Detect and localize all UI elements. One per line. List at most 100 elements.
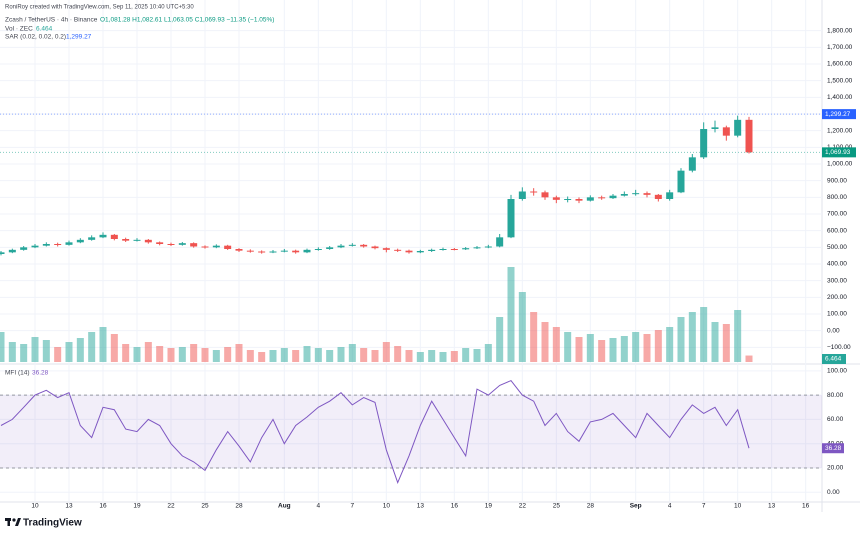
candle-body (122, 239, 130, 241)
y-tick-label: 1,600.00 (827, 61, 853, 68)
candle-body (496, 237, 504, 247)
volume-bar (734, 310, 742, 362)
volume-bar (722, 324, 730, 362)
volume-bar (530, 312, 538, 362)
mfi-band (0, 395, 822, 468)
candle-body (428, 249, 436, 251)
plot (0, 115, 753, 484)
candle-body (167, 244, 175, 245)
x-tick-label: 10 (383, 503, 391, 510)
candle-body (530, 191, 538, 193)
volume-bar (246, 350, 254, 362)
price-tag (822, 109, 856, 120)
x-tick-label: 25 (201, 503, 209, 510)
volume-bar (258, 352, 266, 362)
candle-body (405, 250, 413, 253)
y-tick-label: 1,400.00 (827, 94, 853, 101)
candle-body (110, 234, 118, 239)
y-tick-label: 1,000.00 (827, 161, 853, 168)
volume-bar (178, 347, 186, 362)
x-tick-label: 22 (167, 503, 175, 510)
volume-bar (416, 352, 424, 362)
price-tag (822, 147, 856, 158)
volume-bar (371, 350, 379, 362)
volume-bar (632, 332, 640, 362)
candle-body (326, 247, 334, 249)
volume-bar (348, 344, 356, 362)
volume-bar (552, 327, 560, 362)
x-tick-label: 25 (553, 503, 561, 510)
volume-bar (144, 342, 152, 362)
y-tick-label: 20.00 (827, 465, 844, 472)
y-tick-label: 400.00 (827, 261, 847, 268)
volume-bar (76, 338, 84, 362)
y-tick-label: 0.00 (827, 489, 840, 496)
x-tick-label: Sep (630, 503, 642, 510)
y-tick-label: 600.00 (827, 227, 847, 234)
x-tick-label: 28 (235, 503, 243, 510)
candle-body (144, 239, 152, 243)
candle-body (518, 191, 526, 199)
volume-bar (564, 332, 572, 362)
candle-body (507, 199, 515, 238)
y-tick-label: 1,700.00 (827, 44, 853, 51)
y-tick-label: 1,500.00 (827, 77, 853, 84)
volume-bar (507, 267, 515, 362)
candle-body (575, 199, 583, 201)
candle-body (598, 197, 606, 199)
x-tick-label: 28 (587, 503, 595, 510)
candle-body (734, 119, 742, 136)
candle-body (235, 249, 243, 251)
candle-body (190, 243, 198, 247)
candle-body (745, 119, 753, 153)
candle-body (280, 250, 288, 252)
candle-body (258, 251, 266, 253)
candle-body (201, 246, 209, 248)
x-tick-label: 16 (802, 503, 810, 510)
mfi-line (0, 379, 750, 484)
candle-body (314, 249, 322, 250)
x-tick-label: Aug (278, 503, 291, 510)
volume-bar (54, 347, 62, 362)
y-tick-label: −100.00 (827, 344, 851, 351)
candle-body (677, 170, 685, 193)
x-tick-label: 13 (768, 503, 776, 510)
volume-bar (575, 337, 583, 362)
candle-body (54, 244, 62, 245)
volume-bar (224, 347, 232, 362)
candle-body (564, 199, 572, 200)
volume-bar (462, 348, 470, 362)
candle-body (416, 251, 424, 253)
candle-body (654, 194, 662, 199)
volume-bar (654, 330, 662, 362)
logo-mark (15, 518, 21, 526)
volume-bar (292, 350, 300, 362)
x-tick-label: 13 (65, 503, 73, 510)
candle-body (541, 192, 549, 198)
volume-bar (473, 349, 481, 362)
candle-body (337, 245, 345, 248)
candle-body (224, 245, 232, 249)
volume-bar (700, 307, 708, 362)
volume-tag (822, 354, 846, 364)
mfi-tag-label: 36.28 (825, 445, 842, 452)
sar-legend-value: 1,299.27 (66, 34, 92, 41)
price-tag-label: 1,069.93 (825, 149, 851, 156)
candle-body (643, 193, 651, 195)
candle-body (688, 157, 696, 171)
x-tick-label: 10 (734, 503, 742, 510)
y-tick-label: 60.00 (827, 416, 844, 423)
volume-bar (450, 351, 458, 362)
volume-bar (620, 336, 628, 362)
candle-body (473, 247, 481, 249)
candle-body (371, 246, 379, 249)
volume-bar (201, 348, 209, 362)
volume-bar (405, 350, 413, 362)
volume-bar (666, 327, 674, 362)
candle-body (156, 242, 164, 244)
volume-bar (99, 327, 107, 362)
candle-body (484, 246, 492, 248)
candle-body (394, 249, 402, 251)
y-tick-label: 80.00 (827, 392, 844, 399)
